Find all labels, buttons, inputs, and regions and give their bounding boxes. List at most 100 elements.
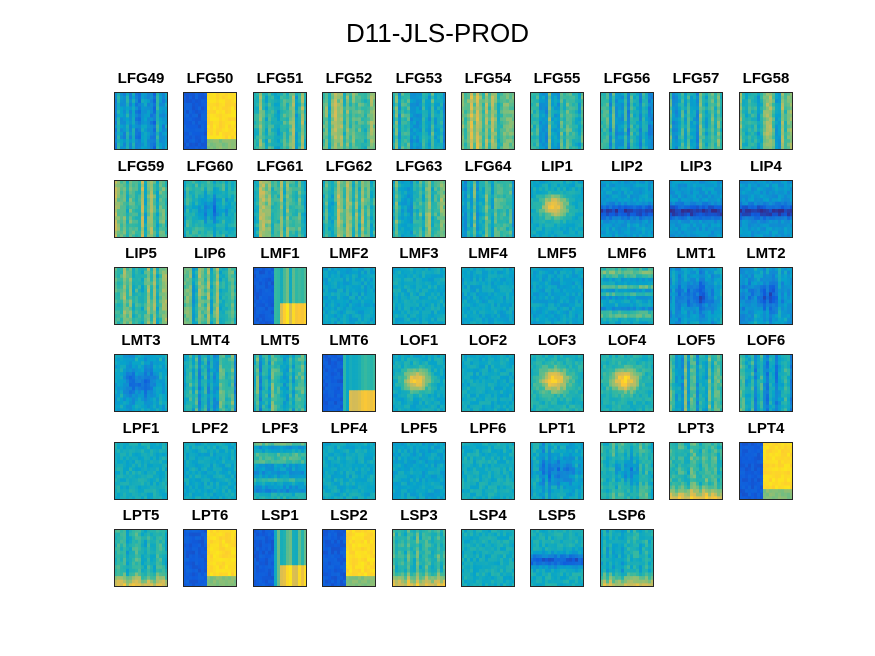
heatmap-cell: [207, 117, 211, 122]
heatmap-cell: [401, 124, 405, 129]
heatmap-cell: [581, 180, 584, 185]
heatmap-cell: [545, 219, 549, 224]
heatmap-cell: [763, 124, 767, 129]
heatmap-cell: [684, 142, 688, 147]
heatmap-cell: [274, 139, 278, 144]
heatmap-cell: [286, 198, 290, 203]
heatmap-cell: [548, 99, 552, 104]
heatmap-cell: [630, 180, 634, 185]
heatmap-cell: [286, 121, 290, 126]
heatmap-cell: [304, 92, 307, 97]
heatmap-cell: [491, 209, 495, 214]
heatmap-cell: [742, 146, 746, 150]
heatmap-cell: [201, 99, 205, 104]
heatmap-cell: [533, 212, 537, 217]
heatmap-cell: [476, 212, 480, 217]
heatmap-cell: [711, 142, 715, 147]
heatmap-cell: [352, 128, 356, 133]
heatmap-cell: [711, 124, 715, 129]
heatmap-cell: [491, 190, 495, 195]
heatmap-cell: [500, 194, 504, 199]
heatmap-cell: [473, 198, 477, 203]
heatmap-cell: [509, 216, 513, 221]
heatmap-cell: [256, 230, 260, 235]
heatmap-cell: [512, 212, 515, 217]
heatmap-cell: [259, 102, 263, 107]
heatmap-cell: [147, 142, 151, 147]
heatmap-cell: [476, 187, 480, 192]
heatmap-cell: [132, 223, 136, 228]
heatmap-cell: [512, 205, 515, 210]
heatmap-cell: [120, 117, 124, 122]
heatmap-cell: [186, 99, 190, 104]
heatmap-cell: [618, 142, 622, 147]
heatmap-cell: [289, 198, 293, 203]
heatmap-cell: [509, 124, 513, 129]
heatmap-cell: [769, 139, 773, 144]
heatmap-cell: [401, 92, 405, 97]
heatmap-cell: [392, 198, 396, 203]
heatmap-cell: [286, 216, 290, 221]
heatmap-cell: [340, 187, 344, 192]
heatmap-cell: [392, 117, 396, 122]
heatmap-cell: [603, 180, 607, 185]
heatmap-cell: [566, 209, 570, 214]
heatmap-cell: [277, 121, 281, 126]
heatmap-cell: [428, 219, 432, 224]
heatmap-cell: [479, 198, 483, 203]
heatmap-cell: [621, 121, 625, 126]
heatmap-cell: [545, 113, 549, 118]
heatmap-cell: [295, 194, 299, 199]
heatmap-cell: [618, 135, 622, 140]
heatmap-cell: [612, 117, 616, 122]
heatmap-cell: [231, 121, 235, 126]
heatmap-cell: [304, 135, 307, 140]
heatmap-cell: [413, 121, 417, 126]
heatmap-cell: [775, 139, 779, 144]
heatmap-cell: [135, 201, 139, 206]
heatmap-cell: [216, 201, 220, 206]
heatmap-cell: [132, 117, 136, 122]
heatmap-cell: [234, 124, 237, 129]
heatmap-cell: [705, 92, 709, 97]
heatmap-cell: [603, 92, 607, 97]
heatmap-cell: [361, 212, 365, 217]
heatmap-cell: [569, 209, 573, 214]
heatmap-cell: [373, 180, 376, 185]
heatmap-cell: [210, 135, 214, 140]
heatmap-cell: [581, 187, 584, 192]
heatmap-cell: [407, 102, 411, 107]
heatmap-cell: [778, 99, 782, 104]
heatmap-cell: [488, 201, 492, 206]
heatmap-cell: [509, 212, 513, 217]
heatmap-cell: [612, 135, 616, 140]
heatmap-cell: [702, 124, 706, 129]
heatmap-cell: [135, 190, 139, 195]
heatmap-cell: [301, 230, 305, 235]
heatmap-cell: [120, 139, 124, 144]
heatmap-cell: [364, 227, 368, 232]
heatmap-cell: [720, 117, 723, 122]
heatmap-cell: [766, 139, 770, 144]
heatmap-cell: [346, 146, 350, 150]
heatmap-cell: [497, 131, 501, 136]
heatmap-cell: [225, 223, 229, 228]
heatmap-cell: [159, 124, 163, 129]
heatmap-cell: [253, 128, 257, 133]
heatmap-cell: [135, 135, 139, 140]
heatmap-cell: [624, 113, 628, 118]
heatmap-cell: [443, 216, 446, 221]
heatmap-cell: [370, 219, 374, 224]
heatmap-cell: [425, 106, 429, 111]
heatmap-cell: [696, 113, 700, 118]
heatmap-cell: [162, 216, 166, 221]
heatmap-cell: [231, 117, 235, 122]
heatmap-cell: [428, 209, 432, 214]
heatmap-cell: [355, 142, 359, 147]
heatmap-cell: [280, 92, 284, 97]
heatmap-cell: [253, 201, 257, 206]
heatmap-cell: [461, 201, 465, 206]
heatmap-cell: [298, 180, 302, 185]
heatmap-cell: [416, 190, 420, 195]
heatmap-cell: [198, 209, 202, 214]
